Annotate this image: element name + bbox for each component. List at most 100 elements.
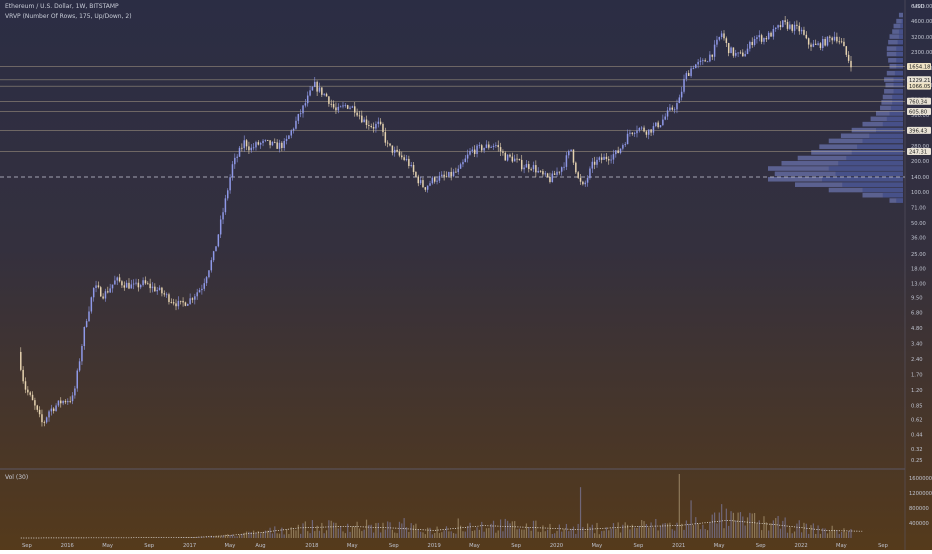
candle-body bbox=[493, 146, 495, 147]
candle-body bbox=[777, 25, 779, 27]
candle-body bbox=[39, 410, 41, 414]
volume-bar bbox=[234, 536, 235, 538]
volume-bar bbox=[408, 532, 409, 538]
volume-bar bbox=[629, 529, 630, 538]
volume-bar bbox=[493, 521, 494, 538]
candle-body bbox=[241, 148, 243, 149]
time-tick-label: Aug bbox=[255, 543, 265, 549]
volume-bar bbox=[451, 531, 452, 538]
price-tick-label: 1.20 bbox=[911, 388, 923, 394]
candle-body bbox=[664, 117, 666, 120]
candle-body bbox=[178, 301, 180, 306]
candle-body bbox=[91, 297, 93, 311]
volume-bar bbox=[615, 529, 616, 538]
candle-body bbox=[850, 61, 852, 67]
candle-body bbox=[639, 128, 641, 131]
candle-body bbox=[326, 94, 328, 97]
candle-body bbox=[281, 143, 283, 148]
candle-body bbox=[822, 39, 824, 48]
volume-bar bbox=[563, 529, 564, 538]
volume-profile-down-bar bbox=[895, 71, 903, 76]
candle-body bbox=[164, 293, 166, 294]
candle-body bbox=[648, 130, 650, 135]
volume-bar bbox=[540, 532, 541, 538]
price-tick-label: 0.85 bbox=[911, 403, 923, 409]
candle-body bbox=[580, 178, 582, 182]
candle-body bbox=[335, 107, 337, 110]
candle-body bbox=[763, 38, 765, 42]
volume-bar bbox=[187, 537, 188, 538]
symbol-title[interactable]: Ethereum / U.S. Dollar, 1W, BITSTAMP bbox=[5, 3, 119, 10]
candle-body bbox=[138, 283, 140, 288]
candle-body bbox=[733, 48, 735, 56]
candle-body bbox=[312, 87, 314, 90]
time-tick-label: 2018 bbox=[305, 543, 318, 549]
price-tick-label: 13.00 bbox=[911, 281, 926, 287]
candle-body bbox=[192, 298, 194, 299]
candle-body bbox=[829, 37, 831, 38]
candle-body bbox=[319, 87, 321, 91]
volume-bar bbox=[324, 533, 325, 538]
volume-profile-down-bar bbox=[894, 83, 903, 88]
volume-bar bbox=[392, 530, 393, 538]
candle-body bbox=[366, 120, 368, 125]
volume-bar bbox=[843, 528, 844, 538]
candle-body bbox=[232, 164, 234, 177]
volume-bar bbox=[803, 523, 804, 538]
volume-bar bbox=[799, 520, 800, 538]
candle-body bbox=[62, 401, 64, 403]
time-tick-label: Sep bbox=[756, 543, 766, 549]
candle-body bbox=[88, 311, 90, 321]
candle-body bbox=[620, 149, 622, 153]
candle-body bbox=[368, 125, 370, 126]
candle-body bbox=[406, 159, 408, 160]
volume-profile-down-bar bbox=[896, 58, 903, 63]
volume-bar bbox=[603, 531, 604, 538]
indicator-legend[interactable]: VRVP (Number Of Rows, 175, Up/Down, 2) bbox=[5, 13, 132, 20]
volume-bar bbox=[768, 530, 769, 538]
volume-bar bbox=[556, 531, 557, 538]
candle-body bbox=[486, 144, 488, 147]
candle-body bbox=[48, 411, 50, 417]
volume-bar bbox=[305, 521, 306, 538]
candle-body bbox=[262, 141, 264, 143]
candle-body bbox=[363, 120, 365, 123]
volume-bar bbox=[213, 537, 214, 538]
volume-bar bbox=[643, 521, 644, 538]
candle-body bbox=[309, 90, 311, 95]
volume-bar bbox=[474, 530, 475, 538]
volume-bar bbox=[277, 533, 278, 538]
volume-bar bbox=[589, 527, 590, 538]
candle-body bbox=[265, 140, 267, 141]
candle-body bbox=[98, 285, 100, 287]
volume-legend[interactable]: Vol (30) bbox=[5, 474, 28, 481]
candle-body bbox=[622, 145, 624, 149]
candle-body bbox=[643, 128, 645, 132]
volume-profile-down-bar bbox=[857, 144, 903, 149]
price-tick-label: 0.44 bbox=[911, 433, 923, 439]
candle-body bbox=[67, 401, 69, 402]
candle-body bbox=[751, 42, 753, 45]
candle-body bbox=[808, 38, 810, 44]
candle-body bbox=[834, 37, 836, 40]
candle-body bbox=[25, 381, 27, 389]
volume-bar bbox=[281, 528, 282, 538]
candle-body bbox=[813, 44, 815, 47]
volume-bar bbox=[453, 533, 454, 538]
volume-bar bbox=[766, 522, 767, 538]
candle-body bbox=[53, 409, 55, 411]
candle-body bbox=[700, 61, 702, 62]
volume-bar bbox=[307, 531, 308, 538]
time-tick-label: May bbox=[836, 543, 847, 549]
volume-bar bbox=[827, 533, 828, 538]
candle-body bbox=[345, 105, 347, 106]
volume-bar bbox=[373, 533, 374, 538]
candle-body bbox=[683, 79, 685, 92]
currency-label[interactable]: USD bbox=[913, 4, 925, 10]
price-tick-label: 0.32 bbox=[911, 447, 923, 453]
candle-body bbox=[86, 321, 88, 327]
time-tick-label: Sep bbox=[511, 543, 521, 549]
candle-body bbox=[392, 146, 394, 153]
candle-body bbox=[838, 41, 840, 42]
